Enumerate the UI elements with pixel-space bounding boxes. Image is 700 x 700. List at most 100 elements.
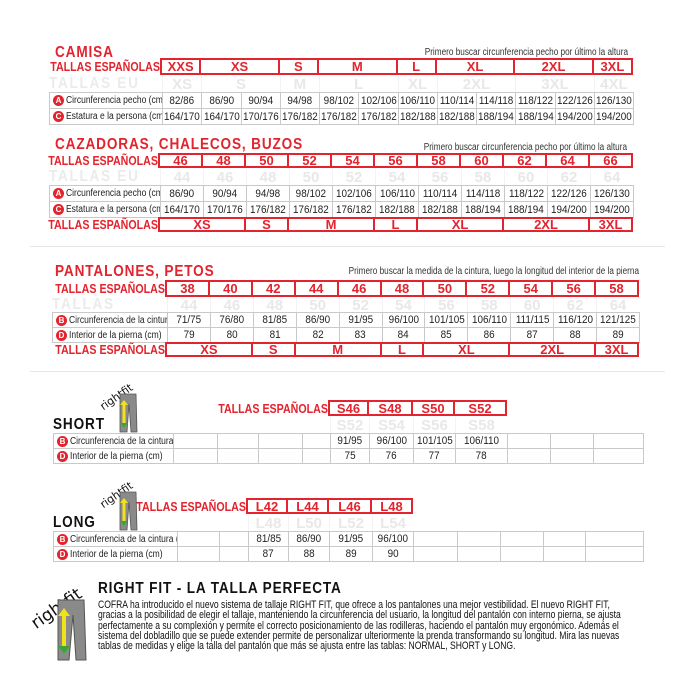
table-cell: 80 — [209, 327, 254, 343]
table-cell: 110/114 — [418, 185, 462, 202]
rightfit-logo: rightfit — [28, 580, 96, 670]
table-cell: 126/130 — [590, 185, 634, 202]
cell-value: 71/75 — [176, 314, 202, 326]
table-cell — [543, 531, 586, 547]
eu-size-cell: S56 — [413, 417, 455, 434]
header-label: TALLAS ESPAÑOLAS — [50, 59, 161, 74]
size-header-cell: 50 — [244, 153, 289, 168]
cell-value: 106/110 — [463, 435, 500, 447]
letter-size-cell: M — [293, 342, 382, 357]
cell-value: 90 — [387, 548, 399, 560]
table-cell — [217, 448, 259, 464]
table-cell — [219, 546, 249, 562]
bottom-header-label: TALLAS ESPAÑOLAS — [55, 342, 166, 357]
table-cell: 188/194 — [515, 108, 556, 125]
table-cell: 106/110 — [455, 433, 508, 449]
letter-size-cell: XL — [416, 217, 504, 232]
eu-size-cell: XS — [162, 76, 201, 93]
size-header-cell: 44 — [293, 280, 339, 297]
table-cell: 94/98 — [246, 185, 290, 202]
eu-size-cell: 56 — [424, 297, 467, 314]
table-cell: 182/188 — [375, 201, 419, 218]
table-cell: 91/95 — [338, 312, 383, 328]
table-cell: 90/94 — [240, 92, 281, 109]
cell-value: 79 — [183, 329, 195, 341]
table-cell: 170/176 — [203, 201, 247, 218]
eu-size-cell: 4XL — [593, 76, 633, 93]
cell-value: 88 — [569, 329, 581, 341]
cell-value: 98/102 — [295, 187, 327, 200]
cell-value: 188/194 — [465, 203, 501, 216]
cell-value: 94/98 — [287, 94, 313, 107]
cell-value: 87 — [262, 548, 275, 560]
cell-value: 121/125 — [600, 314, 636, 326]
table-cell — [507, 448, 551, 464]
table-cell — [173, 433, 218, 449]
cell-value: 164/170 — [203, 110, 240, 123]
table-cell: 96/100 — [372, 531, 414, 547]
table-cell: 106/110 — [397, 92, 438, 109]
size-header-cell: 42 — [250, 280, 296, 297]
cell-value: 114/118 — [465, 187, 501, 200]
letter-size-cell: L — [379, 342, 425, 357]
table-cell: 86/90 — [160, 185, 204, 202]
header-label: TALLAS ESPAÑOLAS — [55, 281, 166, 296]
section-title: CAMISA — [55, 44, 114, 61]
eu-size-label: TALLAS EU — [49, 168, 140, 185]
eu-size-cell: 52 — [332, 169, 375, 186]
size-header-cell: 50 — [422, 280, 468, 297]
header-label: TALLAS ESPAÑOLAS — [136, 498, 246, 514]
cell-value: 81 — [269, 329, 281, 341]
table-cell: 88 — [553, 327, 598, 343]
cell-value: 194/200 — [556, 110, 593, 123]
table-cell: 122/126 — [547, 185, 591, 202]
table-cell: 164/170 — [160, 201, 204, 218]
eu-size-cell: 48 — [252, 297, 296, 314]
size-header-cell: 66 — [588, 153, 633, 168]
eu-size-cell: L — [319, 76, 398, 93]
table-cell: 90 — [372, 546, 414, 562]
table-cell: 176/182 — [332, 201, 376, 218]
eu-size-cell: 62 — [547, 169, 590, 186]
row-label-text: Interior de la pierna (cm) — [69, 329, 162, 341]
description-line: COFRA ha introducido el nuevo sistema de… — [98, 599, 610, 611]
cell-value: 126/130 — [594, 187, 630, 200]
cell-value: 188/194 — [517, 110, 554, 123]
badge-d-icon: D — [56, 329, 67, 341]
table-cell — [219, 531, 249, 547]
size-header-cell: XXS — [160, 58, 202, 75]
section-note: Primero buscar la medida de la cintura, … — [348, 266, 639, 277]
table-cell — [173, 448, 218, 464]
table-cell: 83 — [338, 327, 383, 343]
table-cell: 77 — [413, 448, 456, 464]
table-cell: 86/90 — [288, 531, 330, 547]
eu-size-cell: 64 — [590, 169, 633, 186]
cell-value: 188/194 — [508, 203, 544, 216]
eu-size-label: TALLAS — [52, 296, 115, 313]
eu-size-cell: M — [279, 76, 319, 93]
cell-value: 182/188 — [379, 203, 415, 216]
cell-value: 126/130 — [595, 94, 632, 107]
table-cell: 86/90 — [295, 312, 340, 328]
eu-size-cell: 46 — [203, 169, 246, 186]
row-label: D Interior de la pierna (cm) — [52, 327, 168, 343]
table-cell: 164/170 — [162, 108, 203, 125]
cell-value: 86 — [483, 329, 495, 341]
eu-size-cell: 44 — [167, 297, 210, 314]
table-cell — [543, 546, 586, 562]
eu-size-cell: 62 — [553, 297, 596, 314]
letter-size-cell: 2XL — [502, 217, 590, 232]
table-cell: 106/110 — [467, 312, 512, 328]
table-cell — [550, 448, 594, 464]
cell-value: 194/200 — [551, 203, 587, 216]
eu-size-cell: 54 — [375, 169, 418, 186]
size-header-cell: L — [395, 58, 437, 75]
table-cell: 98/102 — [289, 185, 333, 202]
cell-value: 76 — [385, 450, 398, 462]
table-cell: 102/106 — [332, 185, 376, 202]
row-label-text: Estatura e la persona (cm) — [66, 111, 163, 122]
eu-size-cell: 50 — [295, 297, 339, 314]
letter-size-cell: M — [287, 217, 375, 232]
eu-size-cell: 60 — [504, 169, 547, 186]
